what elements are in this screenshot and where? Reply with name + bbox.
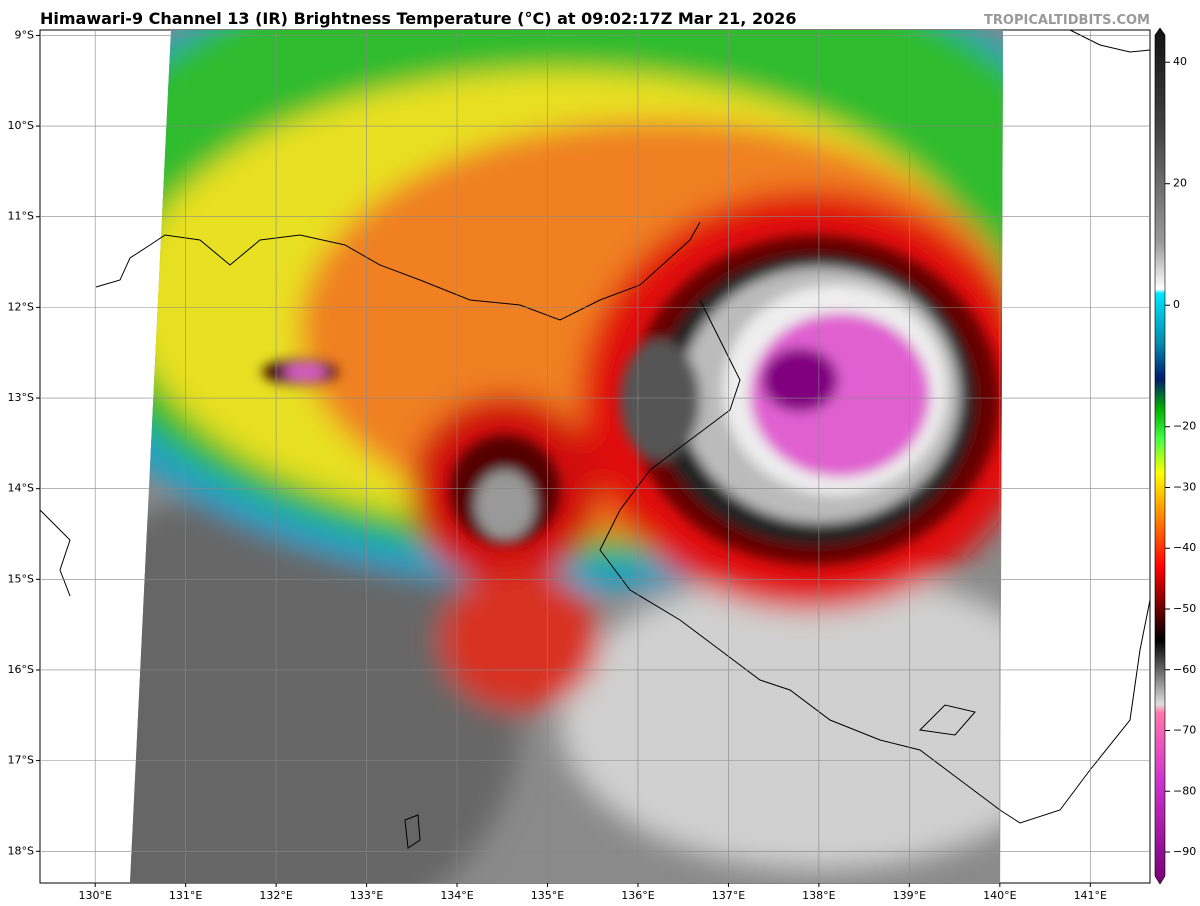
- lon-label: 140°E: [983, 889, 1016, 902]
- colorbar-label: −70: [1173, 724, 1196, 737]
- lat-label: 14°S: [8, 482, 34, 495]
- lon-label: 137°E: [712, 889, 745, 902]
- lat-label: 13°S: [8, 391, 34, 404]
- colorbar-label: −60: [1173, 663, 1196, 676]
- lon-label: 139°E: [893, 889, 926, 902]
- lat-label: 10°S: [8, 119, 34, 132]
- colorbar: [1154, 27, 1166, 885]
- credit: TROPICALTIDBITS.COM: [984, 13, 1150, 28]
- lon-label: 130°E: [78, 889, 111, 902]
- coastlines: [39, 29, 1151, 849]
- colorbar-label: 20: [1173, 177, 1187, 190]
- lon-label: 133°E: [350, 889, 383, 902]
- lat-label: 17°S: [8, 754, 34, 767]
- lon-label: 132°E: [259, 889, 292, 902]
- lat-label: 16°S: [8, 663, 34, 676]
- lon-label: 135°E: [531, 889, 564, 902]
- lat-label: 12°S: [8, 300, 34, 313]
- colorbar-label: −20: [1173, 420, 1196, 433]
- lon-label: 138°E: [802, 889, 835, 902]
- colorbar-label: −40: [1173, 541, 1196, 554]
- colorbar-label: 0: [1173, 298, 1180, 311]
- satellite-imagery: [130, 30, 1003, 883]
- title: Himawari-9 Channel 13 (IR) Brightness Te…: [40, 9, 796, 28]
- lon-label: 141°E: [1074, 889, 1107, 902]
- lat-label: 9°S: [15, 28, 34, 41]
- colorbar-label: −80: [1173, 784, 1196, 797]
- colorbar-label: −50: [1173, 602, 1196, 615]
- lon-label: 136°E: [621, 889, 654, 902]
- lon-label: 131°E: [169, 889, 202, 902]
- lon-label: 134°E: [440, 889, 473, 902]
- colorbar-label: −30: [1173, 480, 1196, 493]
- lat-label: 11°S: [8, 210, 34, 223]
- colorbar-label: −90: [1173, 845, 1196, 858]
- colorbar-label: 40: [1173, 55, 1187, 68]
- lat-label: 18°S: [8, 844, 34, 857]
- lat-label: 15°S: [8, 572, 34, 585]
